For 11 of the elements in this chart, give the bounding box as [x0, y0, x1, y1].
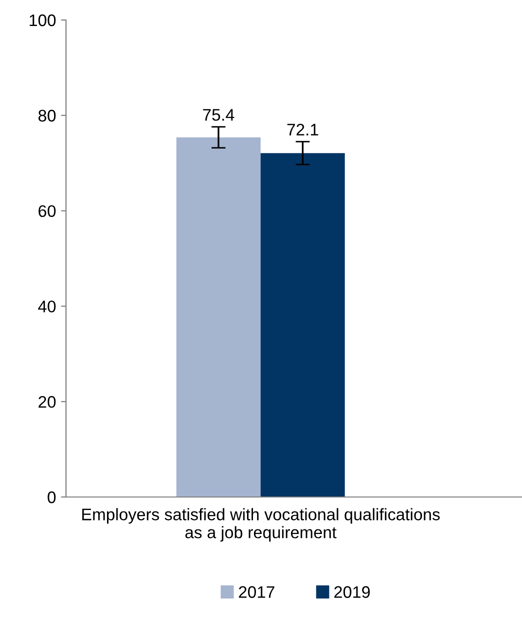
legend-label: 2017: [238, 586, 274, 598]
y-tick-label: 0: [48, 491, 56, 504]
y-tick-label: 80: [38, 110, 56, 122]
y-tick-label: 40: [38, 300, 56, 312]
y-tick-label: 100: [30, 14, 56, 26]
data-label: 75.4: [203, 109, 234, 121]
x-tick-label: Employers satisfied with vocational qualifications as a job requirement: [82, 508, 440, 542]
y-tick-label: 20: [38, 396, 56, 408]
y-tick-label: 60: [38, 205, 56, 218]
legend-label: 2019: [334, 586, 370, 598]
data-label: 72.1: [287, 124, 318, 136]
